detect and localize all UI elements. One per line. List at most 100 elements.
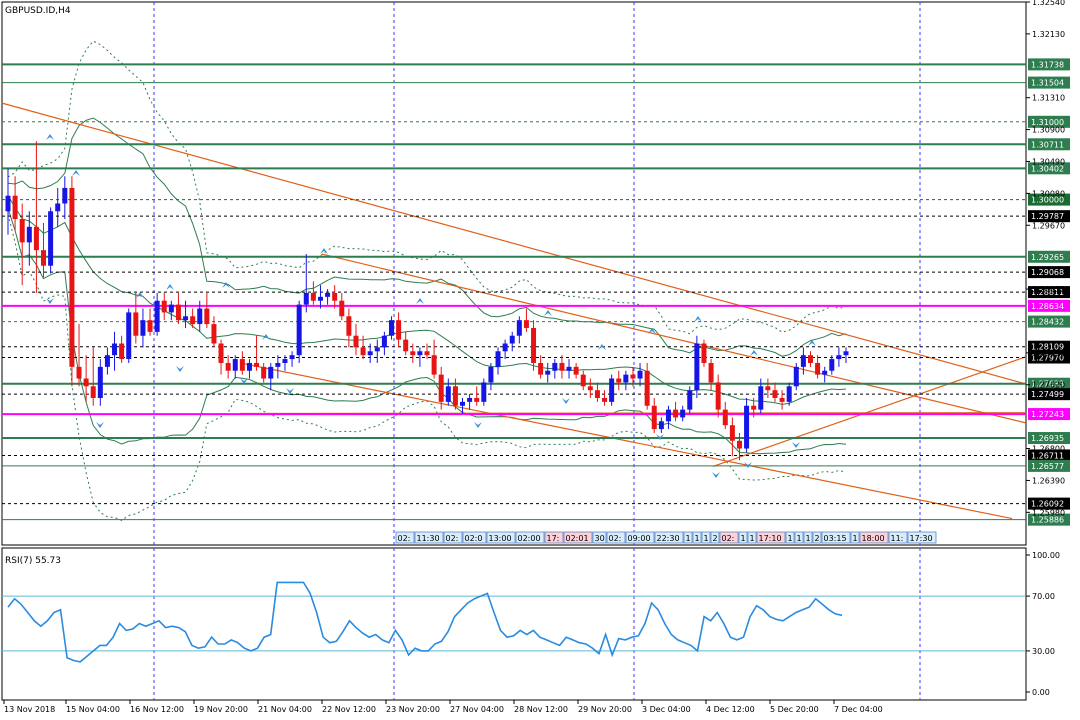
time-tick-label: 22 Nov 12:00 <box>322 705 376 714</box>
level-label-bg <box>1028 513 1070 526</box>
candle-bear <box>41 250 47 266</box>
time-box-label: 1 <box>686 534 691 543</box>
candle-bear <box>715 382 721 410</box>
level-label: 1.31504 <box>1031 79 1064 88</box>
level-label-bg <box>1028 138 1070 151</box>
candle-bear <box>218 343 224 363</box>
level-label-bg <box>1028 408 1070 421</box>
time-tick-label: 16 Nov 12:00 <box>130 705 184 714</box>
time-box <box>850 531 860 544</box>
level-label-bg <box>1028 266 1070 279</box>
fractal-down-arrow <box>240 378 248 384</box>
candle-bull <box>246 362 252 371</box>
fractal-up-arrow <box>598 344 606 350</box>
fractal-up-arrow <box>416 298 424 304</box>
time-box-label: 02: <box>446 534 459 543</box>
time-tick-label: 29 Nov 20:00 <box>578 705 632 714</box>
candle-bear <box>175 304 181 321</box>
time-box-label: 17:30 <box>910 534 933 543</box>
time-tick-label: 21 Nov 04:00 <box>258 705 312 714</box>
time-boxes-bar: 02: 11:30 02: 02:0 13:00 02:00 17: 02:01 30 02: 09… <box>395 531 937 544</box>
time-box <box>544 531 564 544</box>
time-box-label: 17:10 <box>759 534 782 543</box>
time-box <box>443 531 463 544</box>
price-tick-label: 1.26800 <box>1032 445 1065 454</box>
time-box <box>625 531 655 544</box>
candle-bull <box>758 386 764 410</box>
time-box <box>785 531 795 544</box>
time-box-label: 03:15 <box>824 534 847 543</box>
candle-bear <box>538 362 544 375</box>
candle-bull <box>552 362 558 371</box>
candle-bear <box>360 347 366 356</box>
rsi-label: RSI(7) 55.73 <box>5 556 61 566</box>
time-tick-label: 13 Nov 2018 <box>4 705 55 714</box>
price-panel-frame <box>1 1 1027 546</box>
candle-bull <box>140 320 146 336</box>
level-label: 1.28432 <box>1031 318 1064 327</box>
level-label-bg <box>1028 250 1070 263</box>
time-box <box>683 531 693 544</box>
fractal-down-arrow <box>46 298 54 304</box>
price-tick-label: 1.30900 <box>1032 126 1065 135</box>
level-label: 1.25886 <box>1031 516 1064 525</box>
candle-bear <box>310 292 316 301</box>
candle-bull <box>744 405 750 449</box>
price-tick-label: 1.28030 <box>1032 349 1065 358</box>
candle-bull <box>48 211 54 266</box>
time-box <box>486 531 516 544</box>
rsi-tick-label: 70.00 <box>1032 592 1055 601</box>
candle-bear <box>651 405 657 430</box>
price-tick-label: 1.28850 <box>1032 285 1065 294</box>
candle-bull <box>197 308 203 325</box>
time-box <box>812 531 822 544</box>
candle-bear <box>438 374 444 402</box>
level-label: 1.26092 <box>1031 500 1064 509</box>
level-label: 1.31000 <box>1031 118 1064 127</box>
candle-bear <box>630 374 636 379</box>
candle-bear <box>431 355 437 375</box>
candle-bull <box>800 355 806 367</box>
candle-bull <box>26 226 32 243</box>
axes-layer: 1.32540 1.32130 1.31310 1.30900 1.30490 1.300… <box>3 0 1065 714</box>
candle-bear <box>616 378 622 383</box>
candle-bear <box>76 366 82 379</box>
candle-bull <box>55 203 61 212</box>
candle-bull <box>112 343 118 356</box>
level-label-bg <box>1028 497 1070 510</box>
candle-bear <box>772 390 778 398</box>
level-label: 1.28634 <box>1031 302 1064 311</box>
time-box <box>888 531 908 544</box>
candle-bear <box>346 316 352 336</box>
fractal-up-arrow <box>222 282 230 288</box>
price-tick-label: 1.29670 <box>1032 221 1065 230</box>
fractal-up-arrow <box>694 316 702 322</box>
time-box-label: 2 <box>815 534 820 543</box>
candle-bear <box>602 397 608 402</box>
time-box-label: 11:30 <box>417 534 440 543</box>
time-tick-label: 4 Dec 12:00 <box>706 705 755 714</box>
time-box-label: 11: <box>891 534 904 543</box>
candle-bull <box>623 374 629 383</box>
candle-bear <box>474 397 480 402</box>
level-label: 1.29068 <box>1031 268 1064 277</box>
trendline <box>712 356 1027 467</box>
trendline <box>1 102 1027 385</box>
level-label-bg <box>1028 315 1070 328</box>
candle-bear <box>722 409 728 426</box>
level-label-bg <box>1028 286 1070 299</box>
candle-bear <box>594 390 600 398</box>
time-box <box>794 531 804 544</box>
candle-bear <box>644 370 650 406</box>
time-box <box>701 531 711 544</box>
time-box-label: 02: <box>609 534 622 543</box>
level-label-bg <box>1028 388 1070 401</box>
candle-bull <box>289 355 295 360</box>
candle-bear <box>204 308 210 325</box>
level-label-bg <box>1028 432 1070 445</box>
candle-bull <box>658 421 664 430</box>
rsi-panel <box>2 581 1026 663</box>
fractal-down-arrow <box>744 462 752 468</box>
rsi-tick-label: 30.00 <box>1032 647 1055 656</box>
